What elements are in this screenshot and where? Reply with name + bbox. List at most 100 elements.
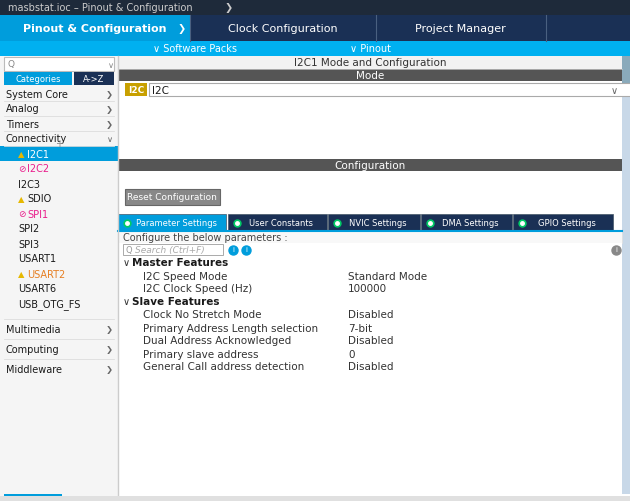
Text: ∨: ∨ [611,85,618,95]
Text: ❯: ❯ [106,120,113,129]
Text: NVIC Settings: NVIC Settings [349,218,407,227]
Text: ∨ Pinout: ∨ Pinout [350,45,391,55]
Text: ❯: ❯ [178,24,186,34]
Text: SPI2: SPI2 [18,224,39,234]
Bar [228,214,327,231]
Bar [118,334,622,347]
Text: I2C1: I2C1 [27,149,49,159]
Bar [0,42,630,57]
Text: Master Features: Master Features [132,258,228,268]
Text: SDIO: SDIO [27,194,51,204]
Bar [118,243,622,257]
Text: Dual Address Acknowledged: Dual Address Acknowledged [143,336,291,346]
Bar [118,57,622,70]
Bar [118,160,622,172]
Text: Disabled: Disabled [348,362,394,372]
Bar [118,100,622,160]
Text: I2C3: I2C3 [18,179,40,189]
Text: I2C1 Mode and Configuration: I2C1 Mode and Configuration [294,59,446,68]
Text: DMA Settings: DMA Settings [442,218,498,227]
Text: 100000: 100000 [348,284,387,294]
Text: ⊘: ⊘ [18,165,25,174]
Text: GPIO Settings: GPIO Settings [538,218,596,227]
Text: i: i [245,247,247,253]
Text: Reset Configuration: Reset Configuration [127,193,217,202]
Bar [4,73,72,86]
Text: Connectivity: Connectivity [6,134,67,144]
Text: SPI3: SPI3 [18,239,39,249]
Text: Primary slave address: Primary slave address [143,349,258,359]
Bar [118,296,622,309]
Text: ❯: ❯ [225,3,233,13]
Bar [118,270,622,283]
Text: ∨: ∨ [123,297,130,307]
Bar [118,231,622,243]
Bar [118,57,630,501]
Text: Disabled: Disabled [348,336,394,346]
Bar [0,496,630,501]
Bar [123,244,223,256]
Bar [118,373,622,501]
Text: Project Manager: Project Manager [415,24,505,34]
Bar [4,58,114,72]
Bar [421,214,512,231]
Bar [0,0,630,16]
Text: Q: Q [126,245,133,255]
Text: USB_OTG_FS: USB_OTG_FS [18,299,81,309]
Bar [0,57,118,501]
Text: ⊘: ⊘ [18,209,25,218]
Text: Configuration: Configuration [335,161,406,171]
Text: ∨: ∨ [107,135,113,144]
Bar [118,82,622,100]
Bar [622,57,630,87]
Text: A->Z: A->Z [83,75,105,84]
Text: USART6: USART6 [18,284,56,294]
Text: +: + [55,139,63,149]
Bar [328,214,420,231]
Text: Computing: Computing [6,344,60,354]
Text: Search (Ctrl+F): Search (Ctrl+F) [135,245,205,255]
Text: Timers: Timers [6,119,39,129]
Text: ❯: ❯ [106,365,113,374]
Bar [118,214,226,231]
Text: Disabled: Disabled [348,310,394,320]
Text: ▲: ▲ [18,194,25,203]
Bar [118,257,622,270]
Text: Q: Q [7,61,14,69]
Text: ∨: ∨ [123,258,130,268]
Text: USART2: USART2 [27,269,66,279]
Bar [0,16,630,42]
Bar [4,494,62,498]
Text: ▲: ▲ [18,150,25,159]
Text: I2C: I2C [152,85,169,95]
Text: ❯: ❯ [106,325,113,334]
Text: ❯: ❯ [106,105,113,114]
Bar [74,73,114,86]
Text: I2C2: I2C2 [27,164,49,174]
Bar [513,214,613,231]
Text: Multimedia: Multimedia [6,324,60,334]
Text: Slave Features: Slave Features [132,297,219,307]
Text: I2C Speed Mode: I2C Speed Mode [143,271,227,281]
Text: General Call address detection: General Call address detection [143,362,304,372]
Text: User Constants: User Constants [249,218,313,227]
Bar [118,70,622,82]
Text: SPI1: SPI1 [27,209,48,219]
Text: ❯: ❯ [106,90,113,99]
Text: Primary Address Length selection: Primary Address Length selection [143,323,318,333]
Text: Pinout & Configuration: Pinout & Configuration [23,24,167,34]
Bar [118,309,622,321]
Bar [0,147,118,162]
Text: Middleware: Middleware [6,364,62,374]
Text: Clock Configuration: Clock Configuration [228,24,338,34]
Bar [0,16,190,42]
Text: 7-bit: 7-bit [348,323,372,333]
Text: Configure the below parameters :: Configure the below parameters : [123,232,288,242]
Bar [118,283,622,296]
Bar [118,172,622,189]
Text: ▲: ▲ [18,270,25,279]
Bar [622,57,630,494]
Text: ❯: ❯ [106,345,113,354]
Text: Categories: Categories [15,75,60,84]
Bar [125,189,220,205]
